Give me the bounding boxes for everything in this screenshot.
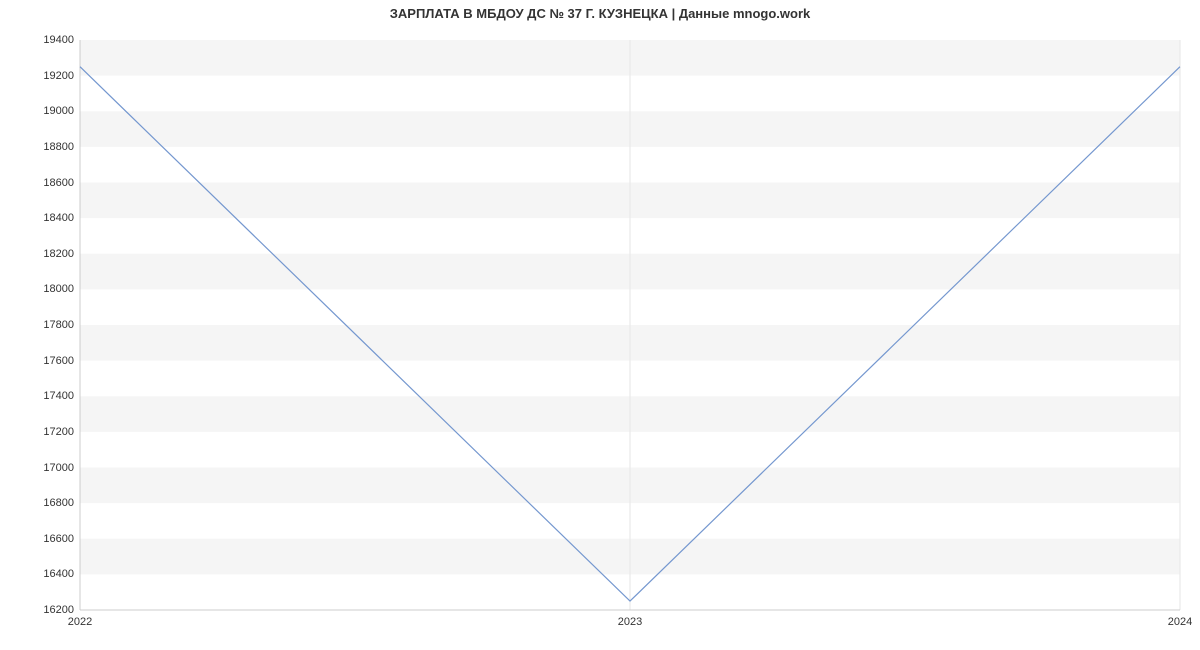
x-tick-label: 2023 bbox=[618, 610, 642, 628]
y-tick-label: 16400 bbox=[43, 568, 80, 580]
y-tick-label: 18200 bbox=[43, 248, 80, 260]
chart-container: ЗАРПЛАТА В МБДОУ ДС № 37 Г. КУЗНЕЦКА | Д… bbox=[0, 0, 1200, 650]
chart-svg bbox=[80, 40, 1180, 610]
y-tick-label: 17600 bbox=[43, 355, 80, 367]
y-tick-label: 18000 bbox=[43, 283, 80, 295]
y-tick-label: 16800 bbox=[43, 497, 80, 509]
y-tick-label: 19400 bbox=[43, 34, 80, 46]
y-tick-label: 17800 bbox=[43, 319, 80, 331]
y-tick-label: 17000 bbox=[43, 462, 80, 474]
y-tick-label: 17200 bbox=[43, 426, 80, 438]
chart-title: ЗАРПЛАТА В МБДОУ ДС № 37 Г. КУЗНЕЦКА | Д… bbox=[0, 0, 1200, 21]
x-tick-label: 2024 bbox=[1168, 610, 1192, 628]
y-tick-label: 19200 bbox=[43, 70, 80, 82]
x-tick-label: 2022 bbox=[68, 610, 92, 628]
y-tick-label: 18400 bbox=[43, 212, 80, 224]
y-tick-label: 19000 bbox=[43, 105, 80, 117]
plot-area: 1620016400166001680017000172001740017600… bbox=[80, 40, 1180, 610]
y-tick-label: 18600 bbox=[43, 177, 80, 189]
y-tick-label: 16600 bbox=[43, 533, 80, 545]
y-tick-label: 18800 bbox=[43, 141, 80, 153]
y-tick-label: 17400 bbox=[43, 390, 80, 402]
